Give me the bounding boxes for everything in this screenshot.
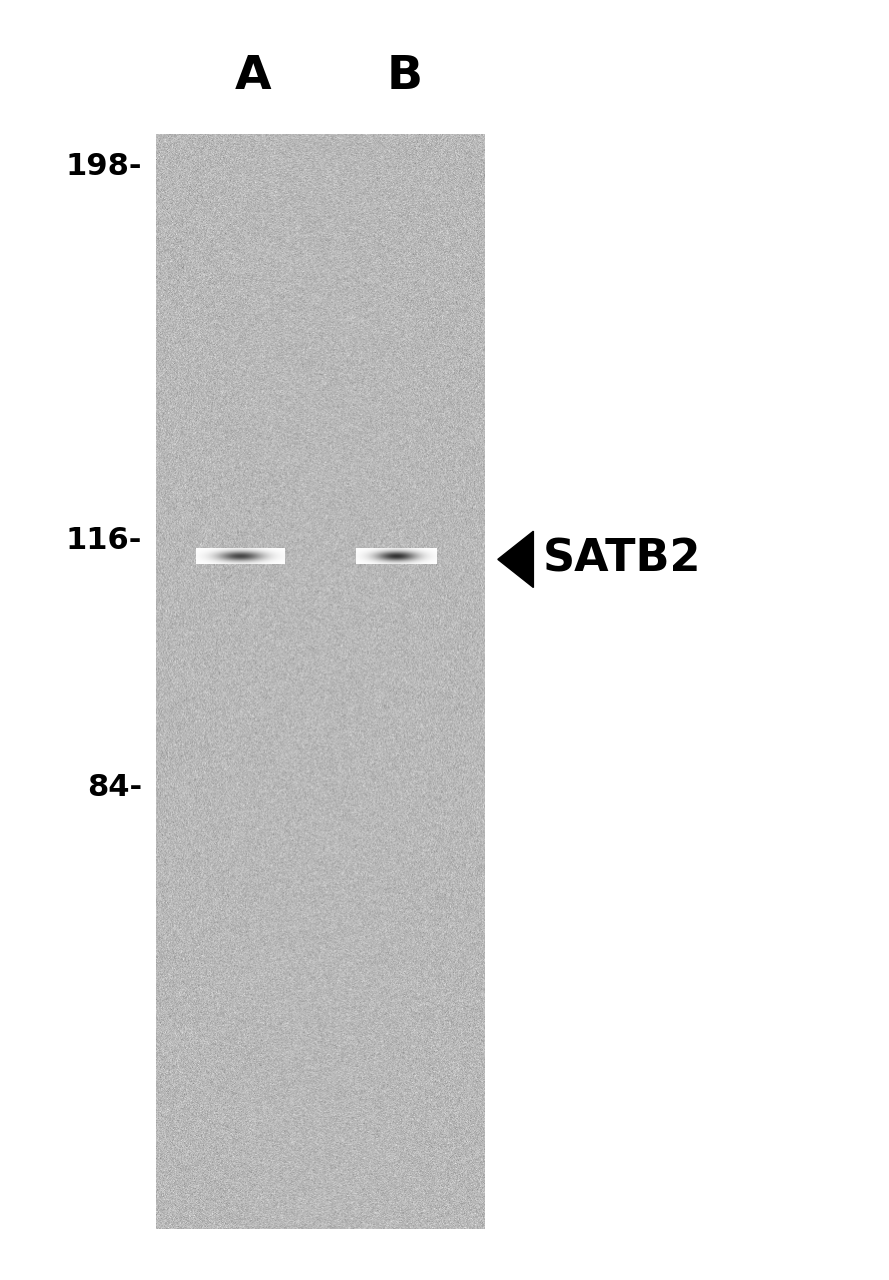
Text: 198-: 198- [66,152,142,180]
Text: 84-: 84- [87,773,142,801]
Text: SATB2: SATB2 [542,538,701,581]
Polygon shape [498,531,533,588]
Text: A: A [235,54,272,100]
Text: B: B [387,54,422,100]
Text: 116-: 116- [66,526,142,554]
